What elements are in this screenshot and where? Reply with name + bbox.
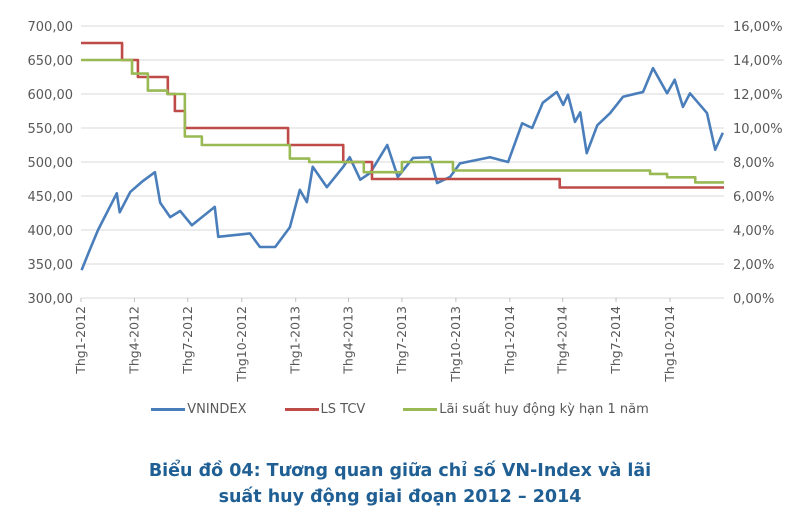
left-axis-ticks: 300,00 350,00 400,00 450,00 500,00 550,00 600,… [28, 20, 74, 307]
x-tick-label: Thg10-2012 [234, 306, 249, 383]
x-tick-label: Thg7-2013 [394, 306, 409, 375]
chart-title: Biểu đồ 04: Tương quan giữa chỉ số VN-In… [148, 461, 652, 507]
legend-label: Lãi suất huy động kỳ hạn 1 năm [439, 402, 649, 417]
series-lines [80, 41, 725, 271]
left-tick-label: 300,00 [28, 292, 74, 307]
legend-swatch [403, 408, 438, 411]
legend-item-deposit-rate: Lãi suất huy động kỳ hạn 1 năm [403, 402, 649, 417]
left-tick-label: 500,00 [28, 156, 74, 171]
right-tick-label: 6,00% [733, 190, 774, 205]
right-tick-label: 0,00% [733, 292, 774, 307]
left-tick-label: 550,00 [28, 122, 74, 137]
right-axis-ticks: 0,00% 2,00% 4,00% 6,00% 8,00% 10,00% 12,00% 14,… [733, 20, 783, 307]
legend-swatch [151, 408, 186, 411]
x-tick-label: Thg1-2014 [502, 306, 517, 375]
left-tick-label: 450,00 [28, 190, 74, 205]
left-tick-label: 400,00 [28, 224, 74, 239]
x-tick-label: Thg10-2014 [662, 306, 677, 383]
x-tick-label: Thg7-2014 [608, 306, 623, 375]
right-tick-label: 8,00% [733, 156, 774, 171]
right-tick-label: 16,00% [733, 20, 783, 35]
left-tick-label: 600,00 [28, 88, 74, 103]
x-axis-ticks: Thg1-2012 Thg4-2012 Thg7-2012 Thg10-2012 Thg… [73, 298, 677, 383]
x-tick-label: Thg4-2014 [555, 306, 570, 375]
legend-item-ls-tcv: LS TCV [284, 402, 366, 417]
right-tick-label: 12,00% [733, 88, 783, 103]
legend: VNINDEX LS TCV Lãi suất huy động kỳ hạn … [0, 402, 800, 417]
right-tick-label: 2,00% [733, 258, 774, 273]
left-tick-label: 650,00 [28, 54, 74, 69]
chart: 300,00 350,00 400,00 450,00 500,00 550,00 600,… [28, 20, 783, 383]
x-tick-label: Thg7-2012 [180, 306, 195, 375]
right-tick-label: 14,00% [733, 54, 783, 69]
right-tick-label: 10,00% [733, 122, 783, 137]
right-tick-label: 4,00% [733, 224, 774, 239]
series-line-0 [80, 66, 725, 271]
x-tick-label: Thg4-2012 [126, 306, 141, 375]
series-line-2 [81, 58, 724, 184]
x-tick-label: Thg1-2013 [288, 306, 303, 375]
legend-item-vnindex: VNINDEX [151, 402, 247, 417]
left-tick-label: 350,00 [28, 258, 74, 273]
left-tick-label: 700,00 [28, 20, 74, 35]
x-tick-label: Thg1-2012 [73, 306, 88, 375]
legend-swatch [284, 408, 319, 411]
legend-label: LS TCV [320, 402, 366, 417]
x-tick-label: Thg4-2013 [341, 306, 356, 375]
x-tick-label: Thg10-2013 [448, 306, 463, 383]
legend-label: VNINDEX [187, 402, 247, 417]
